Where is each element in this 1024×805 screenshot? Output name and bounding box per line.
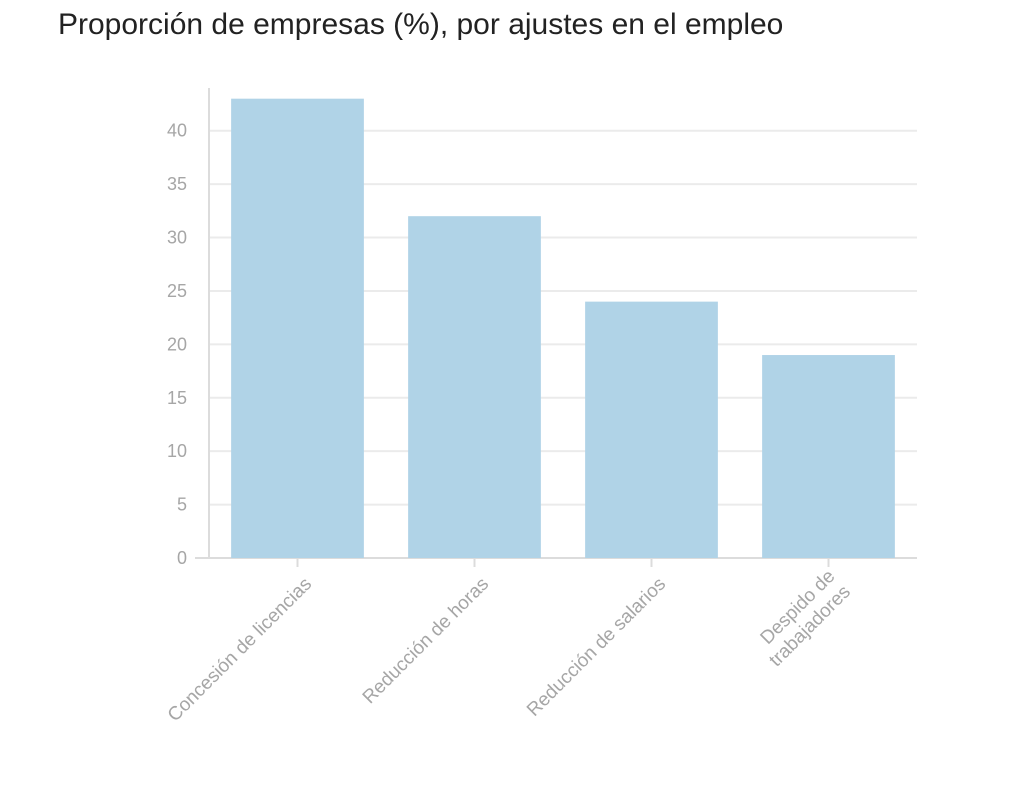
x-tick-labels: Concesión de licencias Reducción de horas… bbox=[164, 566, 855, 726]
y-tick-label: 5 bbox=[177, 495, 187, 515]
y-tick-label: 30 bbox=[167, 228, 187, 248]
y-tick-label: 40 bbox=[167, 121, 187, 141]
y-tick-label: 20 bbox=[167, 334, 187, 354]
x-tick-label: Reducción de horas bbox=[359, 574, 493, 708]
x-tick-label: Despido detrabajadores bbox=[750, 566, 855, 671]
bars bbox=[231, 98, 895, 558]
bar-0 bbox=[231, 98, 364, 558]
x-tick-label: Concesión de licencias bbox=[164, 574, 316, 726]
y-tick-label: 15 bbox=[167, 388, 187, 408]
bar-3 bbox=[762, 355, 895, 558]
chart-subtitle: Proporción de empresas (%), por ajustes … bbox=[58, 8, 784, 41]
x-tick-label: Reducción de salarios bbox=[523, 574, 670, 721]
y-tick-label: 10 bbox=[167, 441, 187, 461]
y-tick-label: 0 bbox=[177, 548, 187, 568]
y-tick-label: 35 bbox=[167, 174, 187, 194]
bar-2 bbox=[585, 301, 718, 558]
y-tick-label: 25 bbox=[167, 281, 187, 301]
y-tick-labels: 0 5 10 15 20 25 30 35 40 bbox=[167, 121, 187, 568]
bar-1 bbox=[408, 216, 541, 558]
